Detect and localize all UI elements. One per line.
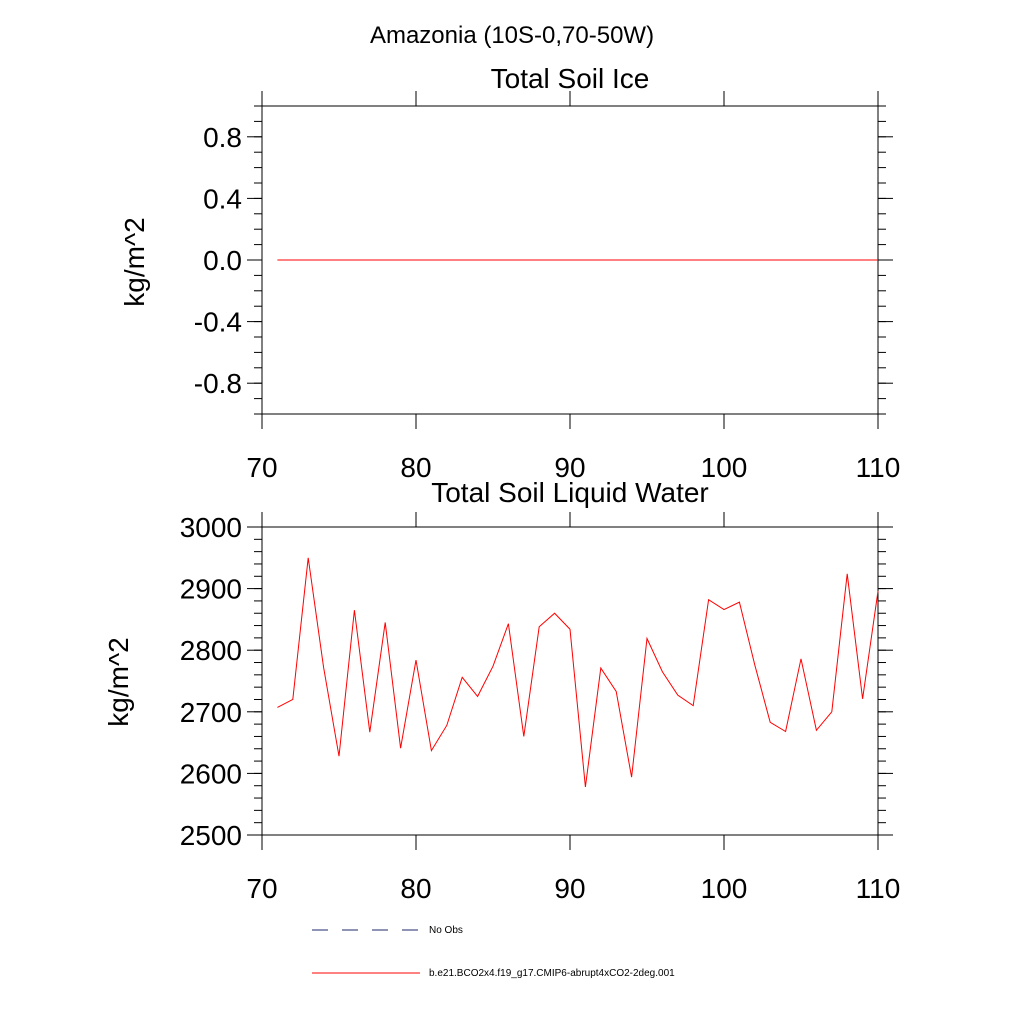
x-tick-label: 100 [701,873,748,904]
x-tick-label: 110 [856,452,901,483]
x-tick-labels: 70 80 90 100 110 [246,873,900,904]
y-tick-label: 0.8 [203,122,242,153]
panel-title: Total Soil Liquid Water [431,477,709,508]
x-tick-labels: 70 80 90 100 110 [246,452,900,483]
legend-label-model: b.e21.BCO2x4.f19_g17.CMIP6-abrupt4xCO2-2… [429,968,675,979]
x-tick-label: 110 [856,873,901,904]
y-axis-label: kg/m^2 [103,637,134,726]
panel-title: Total Soil Ice [491,63,650,94]
series-line-model [277,557,879,788]
y-tick-label: 3000 [180,512,242,543]
x-tick-label: 80 [400,873,431,904]
axis-ticks [247,91,893,429]
y-tick-label: 2500 [180,820,242,851]
y-tick-label: 2600 [180,758,242,789]
series-layer [277,557,879,788]
panel-total-soil-ice: Total Soil Ice kg/m^2 -0.8-0.40.00.40.8 … [119,63,900,483]
legend: No Obs b.e21.BCO2x4.f19_g17.CMIP6-abrupt… [312,925,675,979]
x-tick-label: 80 [400,452,431,483]
x-tick-label: 100 [701,452,748,483]
y-tick-label: 2800 [180,635,242,666]
plot-frame [261,526,879,836]
y-tick-label: 2700 [180,697,242,728]
legend-label-obs: No Obs [429,925,463,936]
figure-suptitle: Amazonia (10S-0,70-50W) [370,22,654,49]
y-tick-labels: -0.8 -0.4 0.0 0.4 0.8 [194,122,242,399]
x-tick-label: 70 [246,452,277,483]
y-axis-label: kg/m^2 [119,217,150,306]
y-tick-label: -0.4 [194,307,242,338]
y-tick-label: 2900 [180,574,242,605]
axis-ticks [247,512,893,850]
y-tick-label: 0.4 [203,183,242,214]
x-tick-label: 90 [554,873,585,904]
x-tick-label: 70 [246,873,277,904]
x-tick-label: 90 [554,452,585,483]
y-tick-label: 0.0 [203,245,242,276]
y-tick-label: -0.8 [194,368,242,399]
panel-total-soil-liquid-water: Total Soil Liquid Water kg/m^2 250026002… [103,477,900,904]
y-tick-labels: 2500 2600 2700 2800 2900 3000 [180,512,242,851]
